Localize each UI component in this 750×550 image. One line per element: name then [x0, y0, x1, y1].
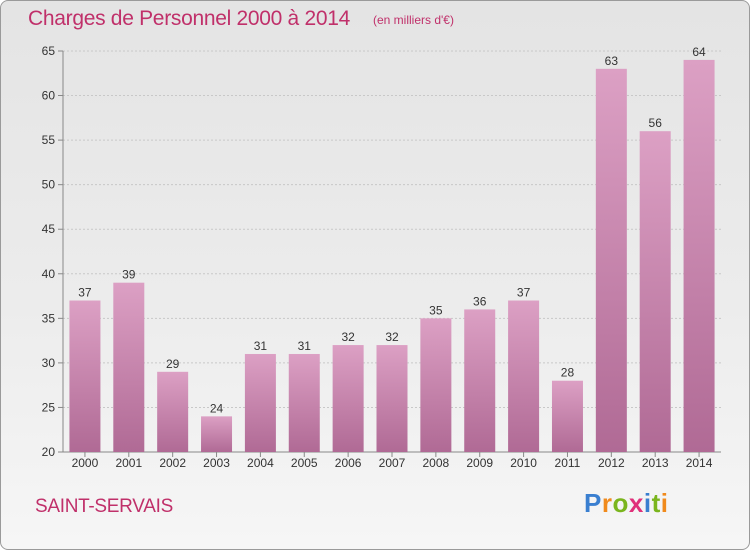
x-tick-label: 2002 — [159, 456, 186, 470]
bar — [332, 345, 364, 452]
y-tick-label: 20 — [42, 445, 56, 459]
data-label: 36 — [473, 294, 487, 308]
y-tick-label: 55 — [42, 133, 56, 147]
x-tick-label: 2013 — [642, 456, 669, 470]
logo-letter: i — [643, 488, 652, 518]
logo-letter: i — [660, 488, 669, 518]
x-tick-label: 2007 — [379, 456, 406, 470]
x-tick-label: 2006 — [335, 456, 362, 470]
bar — [201, 416, 233, 452]
y-tick-label: 45 — [42, 222, 56, 236]
x-tick-label: 2003 — [203, 456, 230, 470]
data-label: 32 — [341, 330, 355, 344]
data-label: 24 — [210, 401, 224, 415]
x-tick-label: 2010 — [510, 456, 537, 470]
x-tick-label: 2004 — [247, 456, 274, 470]
bar — [551, 380, 583, 452]
place-name: SAINT-SERVAIS — [35, 496, 173, 517]
bar — [420, 318, 452, 452]
data-label: 56 — [649, 116, 663, 130]
chart-subtitle: (en milliers d'€) — [373, 13, 454, 27]
y-tick-label: 25 — [42, 400, 56, 414]
data-label: 31 — [298, 339, 312, 353]
data-label: 29 — [166, 357, 180, 371]
bar — [157, 371, 189, 452]
chart-title: Charges de Personnel 2000 à 2014 — [28, 7, 350, 30]
bar — [683, 59, 715, 453]
y-tick-label: 65 — [42, 44, 56, 58]
data-label: 28 — [561, 366, 575, 380]
x-tick-label: 2011 — [555, 456, 581, 470]
logo-letter: o — [612, 488, 629, 518]
data-label: 39 — [122, 268, 136, 282]
bar — [595, 68, 627, 453]
bar — [508, 300, 540, 452]
y-tick-label: 40 — [42, 267, 56, 281]
proxiti-logo: Proxiti — [584, 488, 668, 519]
x-tick-label: 2014 — [686, 456, 713, 470]
logo-letter: x — [628, 488, 644, 518]
x-tick-label: 2008 — [423, 456, 450, 470]
bar — [113, 282, 145, 452]
x-tick-label: 2012 — [598, 456, 625, 470]
data-label: 37 — [78, 286, 92, 300]
data-label: 37 — [517, 286, 531, 300]
logo-letter: r — [601, 488, 613, 518]
data-label: 31 — [254, 339, 268, 353]
bar — [464, 309, 496, 452]
data-label: 32 — [385, 330, 399, 344]
bar — [639, 131, 671, 452]
data-label: 64 — [692, 45, 706, 59]
bar — [288, 353, 320, 452]
logo-letter: P — [584, 488, 602, 518]
y-tick-label: 30 — [42, 356, 56, 370]
x-tick-label: 2009 — [466, 456, 493, 470]
bar — [244, 353, 276, 452]
bar — [69, 300, 101, 452]
data-label: 35 — [429, 303, 443, 317]
x-tick-label: 2000 — [72, 456, 99, 470]
y-tick-label: 35 — [42, 311, 56, 325]
data-label: 63 — [605, 54, 619, 68]
x-tick-label: 2005 — [291, 456, 318, 470]
bar — [376, 345, 408, 452]
y-tick-label: 60 — [42, 89, 56, 103]
y-tick-label: 50 — [42, 178, 56, 192]
x-tick-label: 2001 — [115, 456, 142, 470]
logo-letter: t — [651, 488, 661, 518]
